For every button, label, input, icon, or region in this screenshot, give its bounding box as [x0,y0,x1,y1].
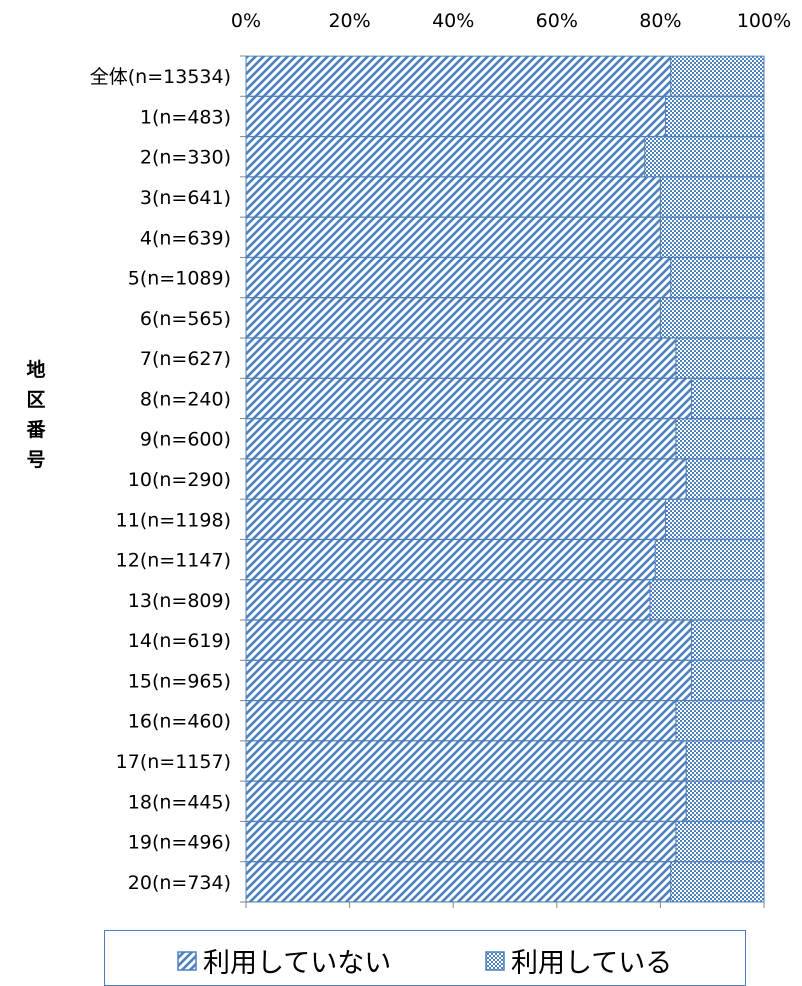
bar-not-using [245,659,692,701]
bar-using [659,297,765,339]
bar-not-using [245,861,672,903]
bar-using [690,377,765,419]
legend-label-using: 利用している [511,948,673,979]
category-label: 8(n=240) [140,388,231,410]
bar-using [675,337,765,379]
legend-item-not-using: 利用していない [177,941,391,980]
bar-not-using [245,539,656,581]
y-axis-label: 地区番号 [25,358,46,471]
bar-not-using [245,377,692,419]
x-tick-label: 40% [432,10,474,32]
category-label: 11(n=1198) [116,509,231,531]
bar-using [675,821,765,863]
bar-not-using [245,619,692,661]
category-label: 16(n=460) [128,711,231,733]
bar-not-using [245,780,687,822]
bars [245,55,765,903]
category-label: 全体(n=13534) [90,66,231,88]
bar-using [685,458,765,500]
category-label: 4(n=639) [140,227,231,249]
legend-label-not-using: 利用していない [203,948,392,979]
legend-swatch-checker [485,950,505,971]
category-label: 1(n=483) [140,106,231,128]
bar-not-using [245,418,677,460]
bar-using [675,418,765,460]
bar-using [670,257,765,299]
category-label: 6(n=565) [140,308,231,330]
category-label: 13(n=809) [128,590,231,612]
bar-using [659,176,765,218]
bar-not-using [245,821,677,863]
bar-not-using [245,297,661,339]
category-label: 12(n=1147) [116,550,231,572]
x-tick-label: 20% [328,10,370,32]
bar-using [685,780,765,822]
category-label: 17(n=1157) [116,751,231,773]
bar-using [690,659,765,701]
x-axis-ticks: 0% 20% 40% 60% 80% 100% [231,10,791,908]
category-label: 9(n=600) [140,429,231,451]
category-label: 5(n=1089) [128,268,231,290]
bar-not-using [245,458,687,500]
bar-not-using [245,176,661,218]
bar-not-using [245,55,672,97]
bar-using [685,740,765,782]
bar-using [675,700,765,742]
bar-not-using [245,257,672,299]
bar-not-using [245,95,667,137]
bar-using [670,861,765,903]
bar-not-using [245,337,677,379]
bar-not-using [245,579,651,621]
legend-item-using: 利用している [485,941,672,980]
x-tick-label: 60% [536,10,578,32]
bar-not-using [245,700,677,742]
category-label: 10(n=290) [128,469,231,491]
category-label: 20(n=734) [128,872,231,894]
chart: 0% 20% 40% 60% 80% 100% 全体(n=13534) 1(n=483) 2(… [25,10,791,908]
category-label: 18(n=445) [128,791,231,813]
bar-not-using [245,498,667,540]
x-tick-label: 100% [737,10,791,32]
bar-using [665,498,765,540]
category-label: 14(n=619) [128,630,231,652]
bar-using [670,55,765,97]
category-label: 2(n=330) [140,147,231,169]
bar-using [644,136,765,178]
bar-using [690,619,765,661]
legend-swatch-diagonal [177,950,197,971]
bar-not-using [245,136,646,178]
bar-not-using [245,740,687,782]
x-tick-label: 0% [231,10,261,32]
category-label: 15(n=965) [128,670,231,692]
bar-using [659,216,765,258]
bar-using [654,539,765,581]
bar-using [649,579,765,621]
bar-using [665,95,765,137]
legend: 利用していない 利用している [104,930,746,986]
category-label: 7(n=627) [140,348,231,370]
category-label: 3(n=641) [140,187,231,209]
category-labels: 全体(n=13534) 1(n=483) 2(n=330) 3(n=641) 4(n=6… [90,66,231,894]
category-label: 19(n=496) [128,832,231,854]
x-tick-label: 80% [639,10,681,32]
bar-not-using [245,216,661,258]
